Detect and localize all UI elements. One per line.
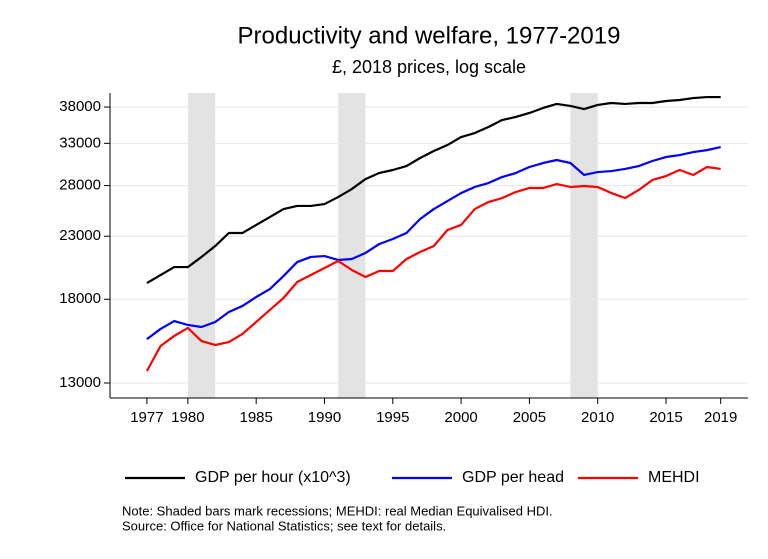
- y-tick-label: 33000: [59, 134, 101, 151]
- y-tick-label: 23000: [59, 227, 101, 244]
- recession-band: [338, 93, 366, 398]
- series-line: [146, 95, 721, 285]
- x-tick-label: 2015: [649, 409, 682, 426]
- note: Source: Office for National Statistics; …: [122, 518, 446, 533]
- recession-band: [187, 93, 216, 398]
- legend-label: MEHDI: [648, 469, 700, 486]
- x-tick-label: 2019: [704, 409, 737, 426]
- series-line: [145, 165, 721, 372]
- legend-label: GDP per hour (x10^3): [195, 469, 351, 486]
- y-tick-label: 13000: [59, 374, 101, 391]
- x-tick-label: 1985: [239, 409, 272, 426]
- y-tick-label: 38000: [59, 98, 101, 115]
- x-tick-label: 2000: [444, 409, 477, 426]
- x-tick-label: 1995: [376, 409, 409, 426]
- x-tick-label: 2010: [581, 409, 614, 426]
- x-tick-label: 1980: [171, 409, 204, 426]
- x-tick-label: 1977: [130, 409, 163, 426]
- recession-band: [570, 93, 598, 398]
- series-line: [146, 145, 721, 340]
- y-tick-label: 18000: [59, 290, 101, 307]
- chart-title: Productivity and welfare, 1977-2019: [238, 22, 621, 49]
- y-tick-label: 28000: [59, 177, 101, 194]
- x-tick-label: 2005: [513, 409, 546, 426]
- x-tick-label: 1990: [308, 409, 341, 426]
- chart-subtitle: £, 2018 prices, log scale: [332, 57, 526, 77]
- legend-label: GDP per head: [462, 469, 564, 486]
- note: Note: Shaded bars mark recessions; MEHDI…: [122, 503, 553, 518]
